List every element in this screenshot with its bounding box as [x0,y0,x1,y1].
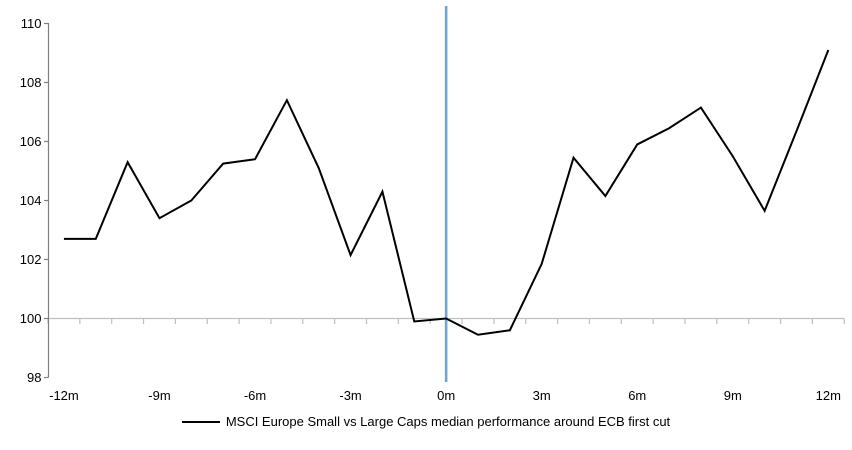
x-tick-label: 3m [533,388,551,403]
x-tick-label: 12m [816,388,841,403]
series-line-group [63,49,830,336]
y-tick-label: 106 [20,134,42,149]
y-axis-group [44,22,50,379]
axis-tick-labels: 98 100 102 104 106 108 110 -12m -9m -6m -3m 0m 3m 6m 9… [20,16,841,403]
y-tick-label: 102 [20,252,42,267]
y-tick-label: 100 [20,311,42,326]
x-tick-label: -9m [148,388,170,403]
x-tick-label: 0m [437,388,455,403]
x-tick-label: -6m [244,388,266,403]
series-line [63,49,830,336]
x-tick-label: 6m [628,388,646,403]
y-tick-label: 110 [21,16,42,31]
y-tick-label: 108 [20,75,42,90]
legend-label: MSCI Europe Small vs Large Caps median p… [225,414,671,429]
x-tick-label: -3m [339,388,361,403]
x-tick-label: 9m [724,388,742,403]
y-tick-label: 104 [20,193,42,208]
legend: MSCI Europe Small vs Large Caps median p… [0,414,852,429]
y-tick-label: 98 [27,370,41,385]
x-tick-label: -12m [49,388,79,403]
legend-line-sample-icon [181,420,220,423]
